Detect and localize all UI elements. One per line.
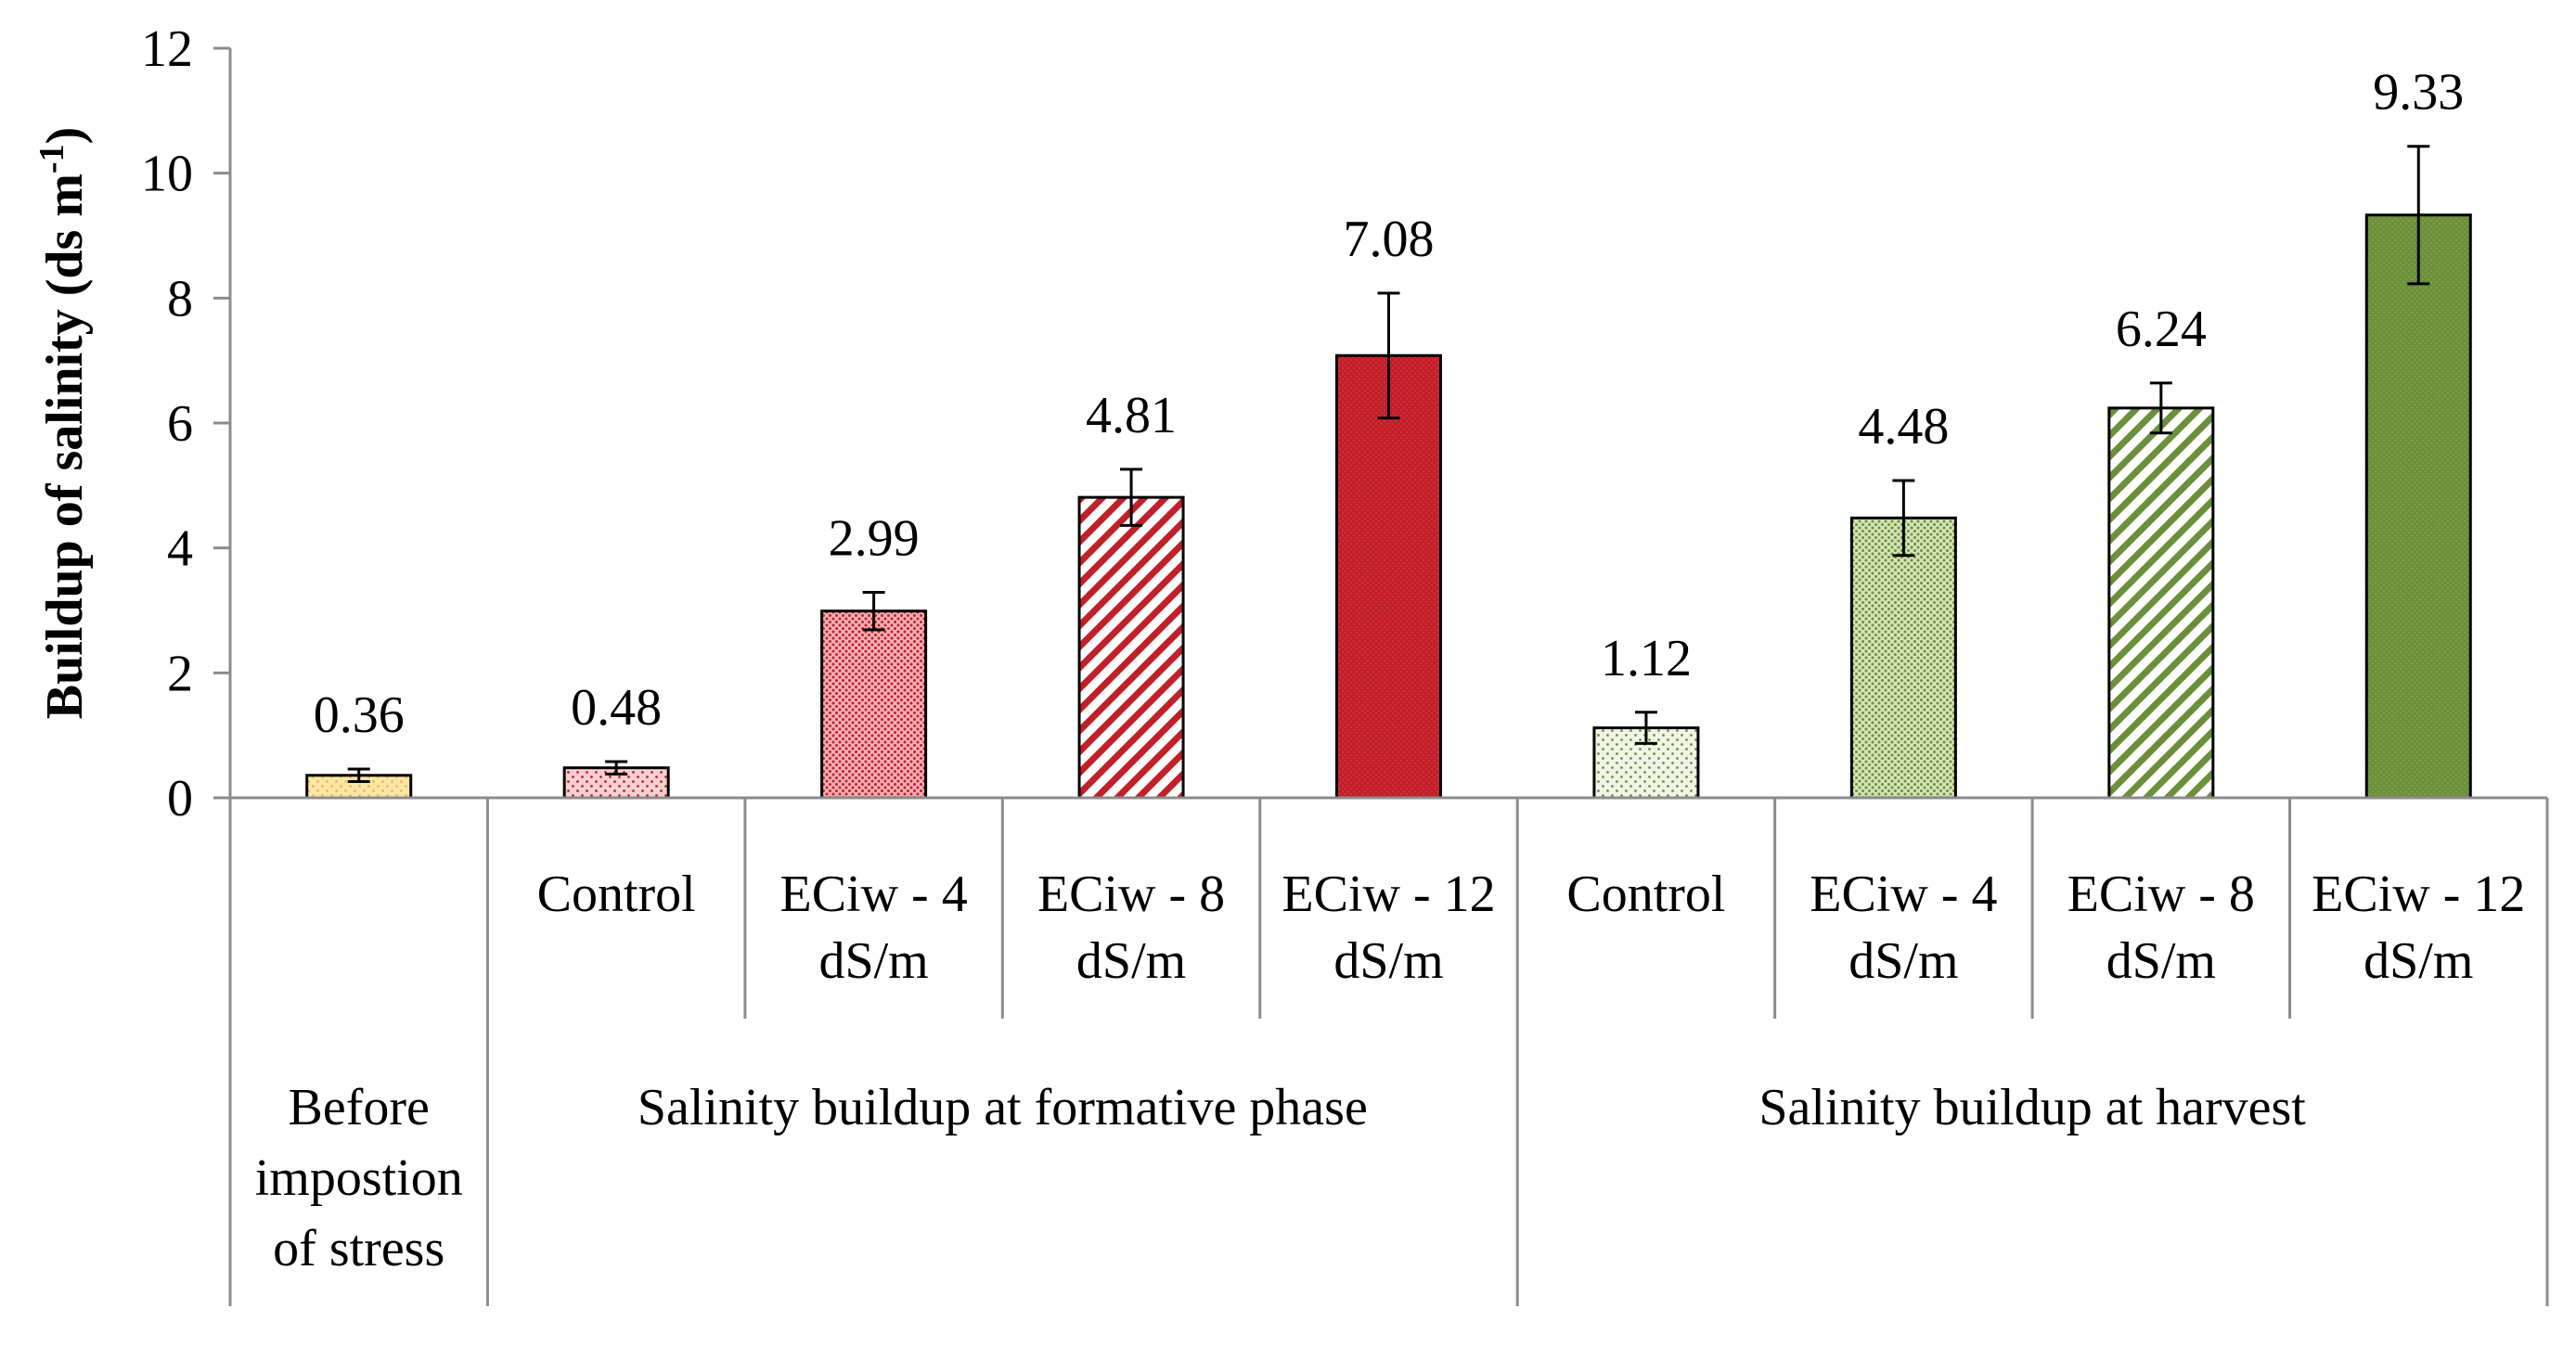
group-label: Salinity buildup at formative phase [638,1079,1368,1136]
category-label: dS/m [1333,932,1443,990]
category-label: dS/m [1848,932,1958,990]
category-label: ECiw - 4 [1810,866,1997,923]
group-label: impostion [255,1149,463,1207]
group-label: Salinity buildup at harvest [1758,1079,2306,1136]
category-label: dS/m [2106,932,2216,990]
data-label: 1.12 [1601,630,1692,687]
data-label: 4.48 [1858,398,1949,455]
category-label: ECiw - 12 [2312,866,2525,923]
category-label: ECiw - 8 [2067,866,2255,923]
bar [1077,495,1185,800]
labels-layer: 0.36 0.48 Control 2.99 ECiw - 4 dS/m 4.81 ECiw … [32,64,2525,1277]
data-label: 7.08 [1344,211,1435,268]
y-axis-title: Buildup of salinity (ds m-1) [32,127,94,720]
category-label: dS/m [818,932,928,990]
y-tick-label: 12 [141,20,193,78]
y-tick-label: 4 [167,520,193,578]
y-tick-label: 10 [141,146,193,203]
y-tick-label: 0 [167,770,193,827]
bar [2364,213,2472,800]
y-tick-label: 2 [167,645,193,702]
category-label: ECiw - 12 [1282,866,1495,923]
group-label: Before [289,1079,430,1136]
category-label: dS/m [1076,932,1186,990]
data-label: 0.36 [314,686,405,744]
bar [1335,353,1442,800]
category-label: Control [537,866,696,923]
group-label: of stress [273,1220,444,1277]
y-tick-label: 6 [167,395,193,453]
category-label: Control [1566,866,1725,923]
bars-layer [305,145,2472,800]
data-label: 2.99 [829,509,920,567]
data-label: 0.48 [571,679,662,737]
bar [2107,406,2215,800]
category-label: ECiw - 8 [1037,866,1225,923]
bar [820,609,928,800]
category-label: dS/m [2363,932,2473,990]
axes: 0 2 4 6 8 10 12 [141,20,2549,1306]
data-label: 9.33 [2373,64,2464,122]
bar [1849,516,1957,800]
category-label: ECiw - 4 [780,866,968,923]
y-tick-label: 8 [167,270,193,327]
data-label: 4.81 [1086,387,1177,444]
data-label: 6.24 [2116,301,2207,358]
